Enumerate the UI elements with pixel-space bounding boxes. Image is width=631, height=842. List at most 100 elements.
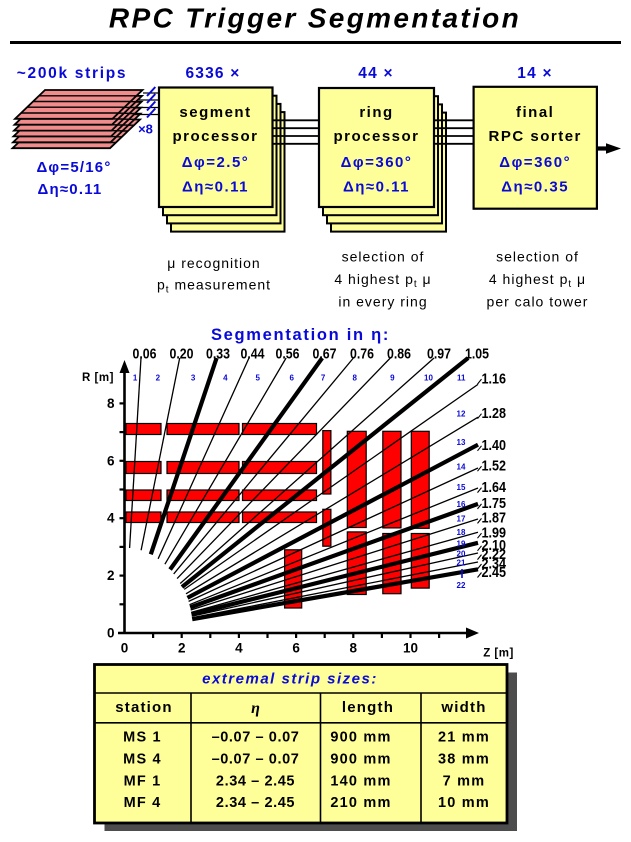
- svg-text:2.10: 2.10: [482, 538, 507, 554]
- svg-text:Δη≈0.11: Δη≈0.11: [38, 181, 103, 198]
- svg-text:8: 8: [353, 374, 358, 383]
- svg-text:18: 18: [457, 528, 466, 537]
- svg-text:2: 2: [107, 568, 115, 583]
- svg-text:38 mm: 38 mm: [438, 751, 490, 767]
- svg-text:Segmentation in η:: Segmentation in η:: [211, 326, 390, 344]
- svg-text:2.34: 2.34: [482, 556, 507, 572]
- svg-text:1.64: 1.64: [482, 480, 507, 496]
- svg-text:6: 6: [292, 641, 300, 656]
- svg-text:Δφ=360°: Δφ=360°: [341, 154, 413, 171]
- svg-text:1.75: 1.75: [482, 496, 507, 512]
- svg-text:η: η: [251, 700, 260, 717]
- svg-text:10: 10: [403, 641, 418, 656]
- svg-text:11: 11: [457, 374, 466, 383]
- svg-text:×8: ×8: [138, 122, 153, 137]
- svg-text:16: 16: [457, 500, 466, 509]
- svg-text:per calo tower: per calo tower: [487, 293, 589, 309]
- svg-text:8: 8: [350, 641, 358, 656]
- svg-text:4 highest pt μ: 4 highest pt μ: [489, 271, 586, 290]
- svg-text:2.45: 2.45: [482, 565, 507, 581]
- svg-text:Δφ=5/16°: Δφ=5/16°: [36, 159, 111, 176]
- svg-text:140 mm: 140 mm: [330, 773, 391, 789]
- svg-text:1.40: 1.40: [482, 438, 507, 454]
- svg-text:0.20: 0.20: [170, 346, 194, 363]
- svg-text:1.05: 1.05: [465, 346, 489, 363]
- svg-text:15: 15: [457, 483, 466, 492]
- svg-text:0.97: 0.97: [427, 346, 451, 363]
- svg-text:1.87: 1.87: [482, 511, 507, 527]
- svg-text:20: 20: [457, 549, 466, 558]
- svg-text:Δφ=2.5°: Δφ=2.5°: [182, 154, 250, 171]
- svg-text:2: 2: [178, 641, 186, 656]
- svg-text:length: length: [342, 699, 394, 716]
- svg-text:1.16: 1.16: [482, 371, 507, 387]
- svg-text:segment: segment: [179, 104, 251, 121]
- svg-text:6: 6: [289, 374, 294, 383]
- svg-text:pt measurement: pt measurement: [157, 277, 271, 296]
- svg-text:4: 4: [235, 641, 243, 656]
- svg-text:extremal strip sizes:: extremal strip sizes:: [202, 671, 378, 688]
- svg-text:~200k strips: ~200k strips: [17, 65, 127, 82]
- svg-text:0.44: 0.44: [241, 346, 266, 363]
- svg-text:1.52: 1.52: [482, 459, 507, 475]
- svg-text:4 highest pt μ: 4 highest pt μ: [334, 271, 431, 290]
- svg-text:0.56: 0.56: [276, 346, 300, 363]
- svg-text:0.67: 0.67: [313, 346, 337, 363]
- svg-text:Δη≈0.35: Δη≈0.35: [501, 179, 569, 196]
- svg-text:ring: ring: [359, 104, 393, 121]
- svg-text:selection of: selection of: [342, 248, 425, 264]
- svg-text:4: 4: [223, 374, 228, 383]
- svg-text:3: 3: [191, 374, 196, 383]
- svg-text:0.06: 0.06: [133, 346, 157, 363]
- svg-text:–0.07 – 0.07: –0.07 – 0.07: [212, 751, 300, 767]
- svg-text:2.22: 2.22: [482, 547, 507, 563]
- svg-text:19: 19: [457, 539, 466, 548]
- svg-text:14: 14: [457, 462, 466, 471]
- svg-text:22: 22: [457, 581, 466, 590]
- svg-text:2: 2: [156, 374, 161, 383]
- svg-text:10 mm: 10 mm: [438, 795, 490, 811]
- svg-text:0.33: 0.33: [206, 346, 230, 363]
- svg-text:MF 4: MF 4: [124, 795, 162, 811]
- svg-text:2.34 – 2.45: 2.34 – 2.45: [216, 773, 295, 789]
- svg-text:4: 4: [107, 511, 115, 526]
- svg-text:17: 17: [457, 515, 466, 524]
- svg-text:44 ×: 44 ×: [358, 65, 393, 82]
- svg-text:RPC Trigger Segmentation: RPC Trigger Segmentation: [109, 3, 521, 34]
- svg-text:0: 0: [107, 626, 115, 641]
- svg-text:Δη≈0.11: Δη≈0.11: [182, 179, 249, 196]
- svg-text:final: final: [516, 104, 554, 121]
- svg-text:1: 1: [133, 374, 138, 383]
- svg-text:0.86: 0.86: [387, 346, 411, 363]
- svg-text:selection of: selection of: [496, 248, 579, 264]
- svg-text:9: 9: [390, 374, 395, 383]
- svg-text:RPC sorter: RPC sorter: [489, 128, 582, 145]
- svg-text:μ recognition: μ recognition: [167, 255, 260, 271]
- svg-text:21: 21: [457, 559, 466, 568]
- svg-text:7 mm: 7 mm: [443, 773, 486, 789]
- svg-text:processor: processor: [333, 128, 419, 145]
- svg-text:0: 0: [121, 641, 129, 656]
- svg-text:6336 ×: 6336 ×: [185, 65, 240, 82]
- svg-text:Z [m]: Z [m]: [483, 648, 514, 660]
- svg-text:900 mm: 900 mm: [330, 730, 391, 746]
- svg-text:1.28: 1.28: [482, 406, 507, 422]
- svg-text:MS 1: MS 1: [123, 730, 162, 746]
- svg-text:station: station: [115, 699, 173, 716]
- svg-text:210 mm: 210 mm: [330, 795, 391, 811]
- svg-text:14 ×: 14 ×: [517, 65, 552, 82]
- svg-text:5: 5: [255, 374, 260, 383]
- svg-text:MF 1: MF 1: [124, 773, 162, 789]
- svg-text:processor: processor: [172, 128, 258, 145]
- svg-text:12: 12: [457, 409, 466, 418]
- svg-text:width: width: [440, 699, 486, 716]
- svg-text:7: 7: [321, 374, 326, 383]
- svg-text:13: 13: [457, 438, 466, 447]
- svg-text:21 mm: 21 mm: [438, 730, 490, 746]
- svg-text:in every ring: in every ring: [338, 293, 427, 309]
- svg-text:–0.07 – 0.07: –0.07 – 0.07: [212, 730, 300, 746]
- svg-text:900 mm: 900 mm: [330, 751, 391, 767]
- svg-text:MS 4: MS 4: [123, 751, 162, 767]
- svg-text:2.34 – 2.45: 2.34 – 2.45: [216, 795, 295, 811]
- svg-text:1.99: 1.99: [482, 526, 507, 542]
